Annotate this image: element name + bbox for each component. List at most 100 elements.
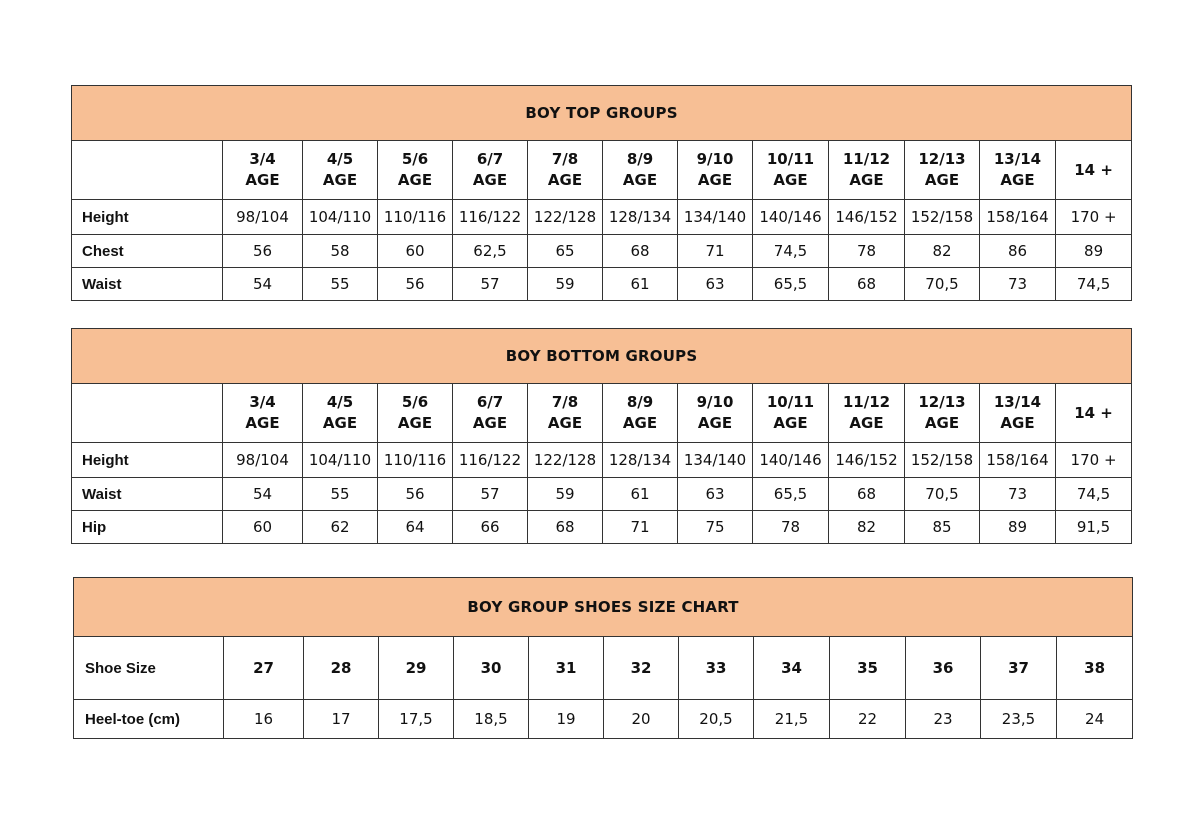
empty-corner-cell	[71, 383, 223, 443]
table-row: Chest 56 58 60 62,5 65 68 71 74,5 78 82 86 89	[71, 234, 1133, 268]
empty-corner-cell	[71, 140, 223, 200]
heel-toe-cell: 22	[829, 699, 906, 739]
age-label: AGE	[773, 171, 808, 189]
measurement-cell: 158/164	[979, 442, 1056, 478]
measurement-cell: 122/128	[527, 442, 603, 478]
measurement-cell: 56	[377, 477, 453, 511]
measurement-cell: 61	[602, 267, 678, 301]
age-column-header: 9/10 AGE	[677, 383, 753, 443]
table-row: Waist 54 55 56 57 59 61 63 65,5 68 70,5 73 74,5	[71, 267, 1133, 301]
measurement-cell: 73	[979, 267, 1056, 301]
age-label: AGE	[472, 171, 508, 189]
age-label: AGE	[849, 414, 884, 432]
age-range: 13/14	[993, 393, 1042, 411]
age-label: AGE	[322, 414, 358, 432]
age-column-header: 7/8 AGE	[527, 140, 603, 200]
age-label: AGE	[245, 414, 280, 432]
measurement-cell: 98/104	[222, 442, 303, 478]
boy-shoes-size-table: BOY GROUP SHOES SIZE CHART Shoe Size 27 28 2…	[72, 577, 1134, 739]
row-label: Waist	[71, 477, 223, 511]
age-label: AGE	[1000, 414, 1035, 432]
measurement-cell: 122/128	[527, 199, 603, 235]
measurement-cell: 146/152	[828, 442, 905, 478]
measurement-cell: 158/164	[979, 199, 1056, 235]
table-title: BOY TOP GROUPS	[70, 85, 1133, 141]
measurement-cell: 71	[677, 234, 753, 268]
measurement-cell: 70,5	[904, 477, 980, 511]
measurement-cell: 68	[828, 267, 905, 301]
age-range: 12/13	[918, 393, 966, 411]
age-label: AGE	[697, 414, 733, 432]
measurement-cell: 82	[904, 234, 980, 268]
age-range: 3/4	[249, 393, 276, 411]
age-label: AGE	[547, 171, 583, 189]
age-column-header: 8/9 AGE	[602, 383, 678, 443]
measurement-cell: 140/146	[752, 442, 829, 478]
age-label: AGE	[1000, 171, 1035, 189]
measurement-cell: 70,5	[904, 267, 980, 301]
age-range: 8/9	[626, 150, 654, 168]
boy-bottom-groups-table: BOY BOTTOM GROUPS 3/4 AGE 4/5 AGE 5/6 AGE 6/7 AG…	[70, 328, 1133, 544]
row-label: Shoe Size	[73, 636, 224, 700]
age-label: AGE	[547, 414, 583, 432]
age-column-header: 11/12 AGE	[828, 383, 905, 443]
measurement-cell: 59	[527, 267, 603, 301]
measurement-cell: 56	[377, 267, 453, 301]
heel-toe-cell: 23	[905, 699, 981, 739]
shoe-size-cell: 33	[678, 636, 754, 700]
age-column-header: 3/4 AGE	[222, 383, 303, 443]
age-column-header: 6/7 AGE	[452, 140, 528, 200]
measurement-cell: 140/146	[752, 199, 829, 235]
measurement-cell: 62	[302, 510, 378, 544]
age-range: 10/11	[766, 393, 815, 411]
age-column-header: 14 +	[1054, 383, 1133, 443]
measurement-cell: 152/158	[904, 199, 980, 235]
heel-toe-cell: 19	[528, 699, 604, 739]
age-range: 9/10	[696, 150, 734, 168]
table-title: BOY GROUP SHOES SIZE CHART	[72, 577, 1134, 637]
boy-top-groups-table: BOY TOP GROUPS 3/4 AGE 4/5 AGE 5/6 AGE 6/7 AGE 7/…	[70, 85, 1133, 301]
age-range: 4/5	[326, 393, 354, 411]
measurement-cell: 104/110	[302, 442, 378, 478]
age-column-header: 7/8 AGE	[527, 383, 603, 443]
measurement-cell: 63	[677, 477, 753, 511]
table-row: Shoe Size 27 28 29 30 31 32 33 34 35 36 37 38	[73, 636, 1134, 700]
heel-toe-cell: 20	[603, 699, 679, 739]
age-column-header: 13/14 AGE	[979, 140, 1056, 200]
measurement-cell: 89	[979, 510, 1056, 544]
age-column-header: 8/9 AGE	[602, 140, 678, 200]
age-column-header: 14 +	[1054, 140, 1133, 200]
age-column-header: 9/10 AGE	[677, 140, 753, 200]
age-range: 7/8	[551, 393, 579, 411]
measurement-cell: 170 +	[1054, 199, 1133, 235]
measurement-cell: 55	[302, 477, 378, 511]
measurement-cell: 66	[452, 510, 528, 544]
age-range: 5/6	[401, 150, 429, 168]
heel-toe-cell: 17	[303, 699, 379, 739]
measurement-cell: 58	[302, 234, 378, 268]
measurement-cell: 170 +	[1054, 442, 1133, 478]
age-label: AGE	[924, 171, 960, 189]
measurement-cell: 134/140	[677, 442, 753, 478]
measurement-cell: 65	[527, 234, 603, 268]
measurement-cell: 68	[527, 510, 603, 544]
measurement-cell: 110/116	[377, 199, 453, 235]
measurement-cell: 74,5	[1054, 267, 1133, 301]
table-row: Height 98/104 104/110 110/116 116/122 122/128…	[71, 442, 1133, 478]
measurement-cell: 91,5	[1054, 510, 1133, 544]
shoe-size-cell: 28	[303, 636, 379, 700]
age-label: AGE	[472, 414, 508, 432]
age-column-header: 5/6 AGE	[377, 140, 453, 200]
heel-toe-cell: 21,5	[753, 699, 830, 739]
age-range: 14 +	[1074, 160, 1113, 179]
age-column-header: 3/4 AGE	[222, 140, 303, 200]
age-range: 10/11	[766, 150, 815, 168]
age-label: AGE	[397, 414, 433, 432]
measurement-cell: 60	[377, 234, 453, 268]
measurement-cell: 68	[602, 234, 678, 268]
age-column-header: 6/7 AGE	[452, 383, 528, 443]
measurement-cell: 116/122	[452, 442, 528, 478]
shoe-size-cell: 34	[753, 636, 830, 700]
shoe-size-cell: 31	[528, 636, 604, 700]
shoe-size-cell: 32	[603, 636, 679, 700]
